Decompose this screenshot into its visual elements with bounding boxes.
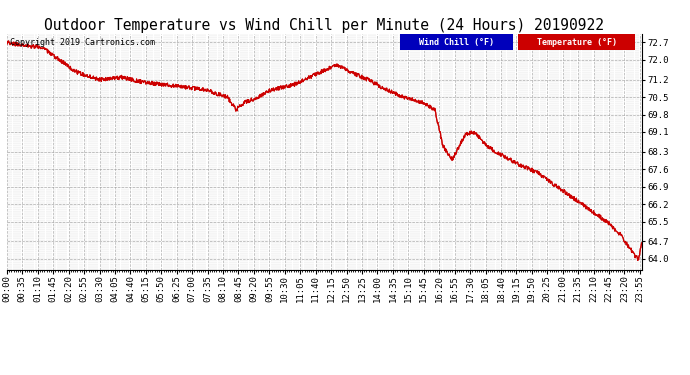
- Text: Copyright 2019 Cartronics.com: Copyright 2019 Cartronics.com: [10, 39, 155, 48]
- Title: Outdoor Temperature vs Wind Chill per Minute (24 Hours) 20190922: Outdoor Temperature vs Wind Chill per Mi…: [44, 18, 604, 33]
